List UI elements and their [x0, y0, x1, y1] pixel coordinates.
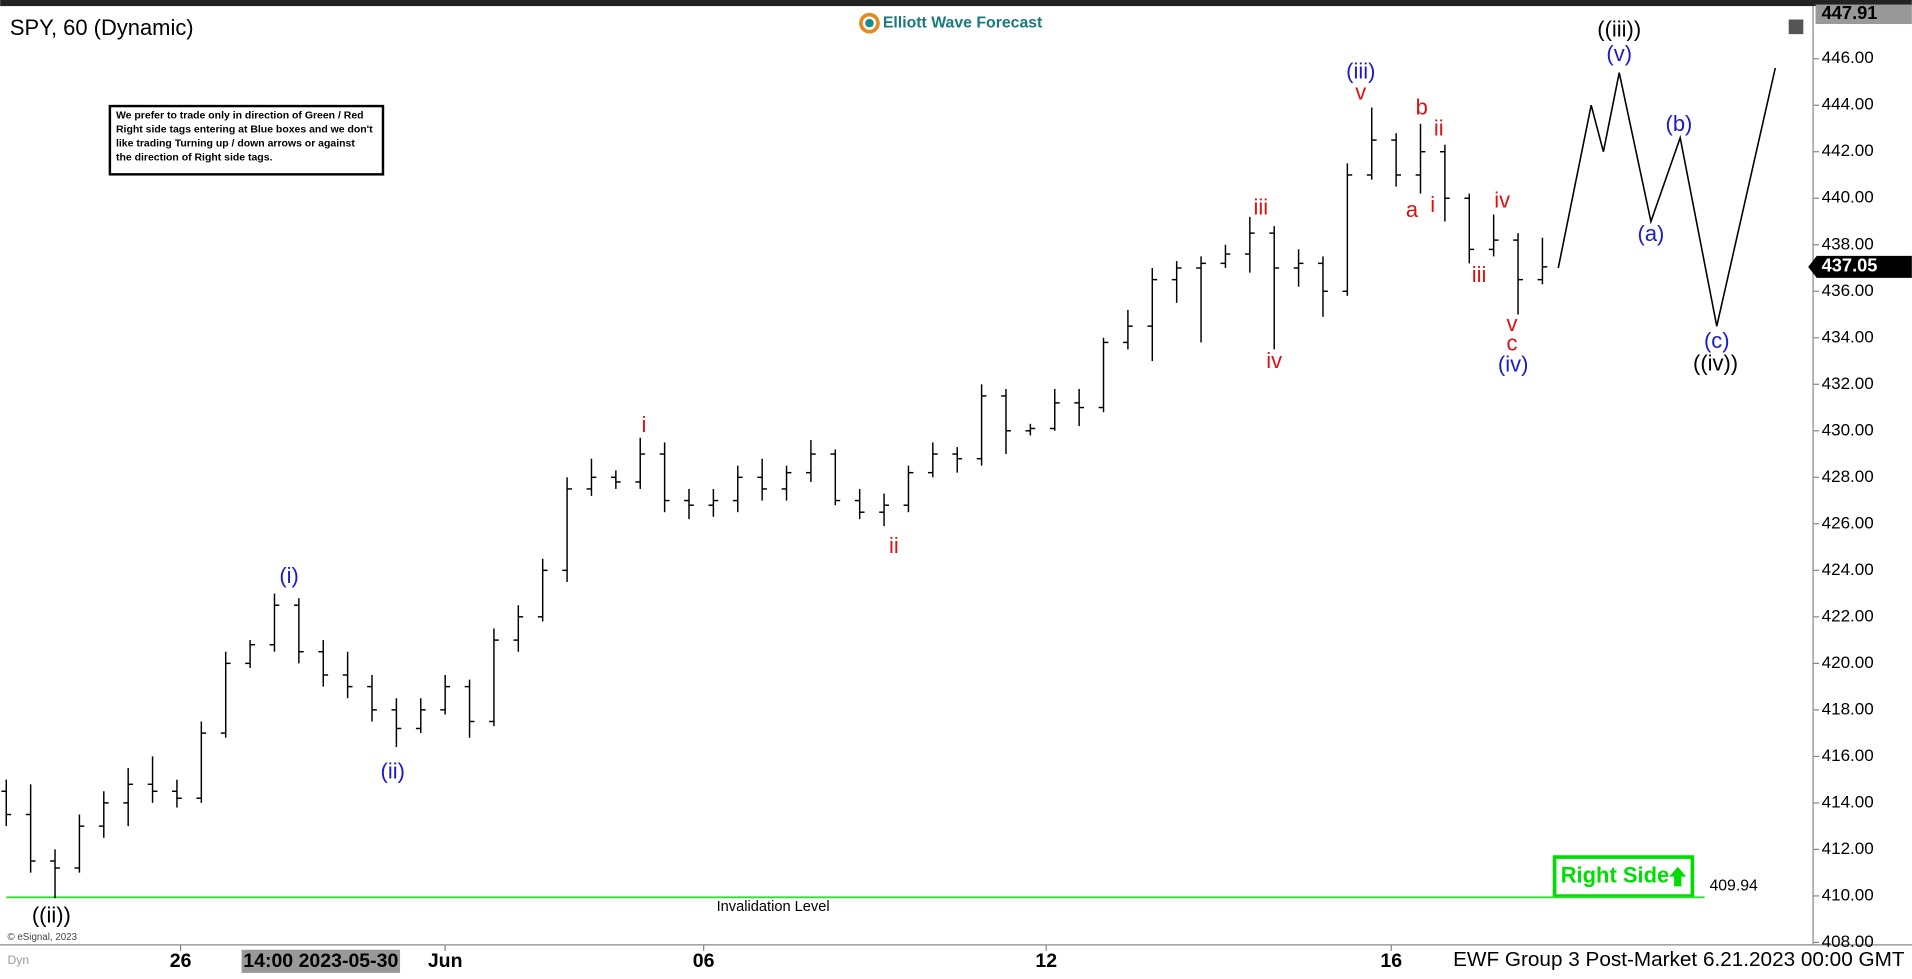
y-tick-label: 420.00	[1822, 653, 1874, 672]
y-tick-label: 444.00	[1822, 95, 1874, 114]
y-tick-label: 426.00	[1822, 513, 1874, 532]
y-tick-label: 418.00	[1822, 699, 1874, 718]
high-tag-box	[1815, 4, 1912, 25]
y-tick-label: 442.00	[1822, 141, 1874, 160]
y-tick-label: 424.00	[1822, 560, 1874, 579]
wave-label: b	[1416, 95, 1428, 120]
y-tick-label: 414.00	[1822, 792, 1874, 811]
note-line: like trading Turning up / down arrows or…	[116, 139, 355, 150]
wave-label: i	[641, 412, 646, 437]
wave-label: iv	[1266, 348, 1282, 373]
y-tick-label: 412.00	[1822, 839, 1874, 858]
x-tick-label: 12	[1035, 950, 1057, 972]
y-tick-label: 422.00	[1822, 606, 1874, 625]
wave-label: iii	[1253, 195, 1268, 220]
logo-text: Elliott Wave Forecast	[883, 14, 1043, 31]
logo-icon	[859, 12, 880, 34]
x-tick-label: 06	[693, 950, 715, 972]
cursor-time-label: 14:00 2023-05-30	[243, 950, 398, 972]
wave-label: (i)	[279, 563, 299, 588]
wave-label: iii	[1472, 262, 1487, 287]
y-tick-label: 408.00	[1822, 932, 1874, 951]
y-tick-label: 428.00	[1822, 467, 1874, 486]
wave-label: iv	[1494, 188, 1510, 213]
right-side-label: Right Side	[1561, 862, 1669, 887]
invalidation-label: Invalidation Level	[717, 899, 830, 915]
wave-label: ii	[1434, 115, 1444, 140]
wave-label: (v)	[1606, 41, 1632, 66]
note-line: Right side tags entering at Blue boxes a…	[116, 125, 373, 136]
y-tick-label: 410.00	[1822, 885, 1874, 904]
y-tick-label: 434.00	[1822, 327, 1874, 346]
window-icon	[1788, 19, 1804, 35]
y-tick-label: 438.00	[1822, 234, 1874, 253]
note-line: We prefer to trade only in direction of …	[116, 111, 364, 122]
logo-icon	[865, 18, 874, 28]
wave-label: (a)	[1638, 221, 1665, 246]
last-price-label: 437.05	[1822, 255, 1878, 276]
high-tag-label: 447.91	[1822, 2, 1878, 23]
wave-label: v	[1506, 311, 1517, 336]
note: We prefer to trade only in direction of …	[116, 111, 373, 164]
note-line: the direction of Right side tags.	[116, 153, 273, 164]
note-box	[108, 104, 385, 176]
wave-label: a	[1406, 197, 1419, 222]
y-tick-label: 440.00	[1822, 188, 1874, 207]
mode-label: Dyn	[7, 953, 29, 967]
projection-line	[1557, 67, 1777, 327]
wave-label: c	[1506, 331, 1517, 356]
chart-title: SPY, 60 (Dynamic)	[10, 15, 194, 40]
cursor-time-box	[241, 949, 401, 973]
wave-label: (ii)	[381, 758, 405, 783]
footer: EWF Group 3 Post-Market 6.21.2023 00:00 …	[1453, 948, 1905, 971]
wave-label: (iii)	[1346, 58, 1375, 83]
invalidation-value: 409.94	[1709, 878, 1758, 895]
y-tick-label: 436.00	[1822, 281, 1874, 300]
logo: Elliott Wave Forecast	[859, 12, 1043, 34]
wave-label: i	[1430, 192, 1435, 217]
wave-label: v	[1355, 79, 1366, 104]
y-tick-label: 432.00	[1822, 374, 1874, 393]
wave-label: ((iv))	[1693, 350, 1738, 375]
y-tick-label: 416.00	[1822, 746, 1874, 765]
wave-label: ii	[889, 533, 899, 558]
wave-label: ((iii))	[1597, 17, 1641, 42]
x-tick-label: Jun	[428, 950, 463, 972]
wave-label: ((ii))	[32, 903, 71, 928]
y-tick-label: 446.00	[1822, 48, 1874, 67]
x-tick-label: 26	[170, 950, 192, 972]
wave-label: (iv)	[1498, 351, 1528, 376]
top-bar	[0, 0, 1912, 7]
wave-label: (c)	[1704, 328, 1730, 353]
copyright: © eSignal, 2023	[7, 932, 77, 943]
wave-label: (b)	[1666, 111, 1693, 136]
x-tick-label: 16	[1380, 950, 1402, 972]
last-price-tag	[1808, 255, 1912, 278]
y-tick-label: 430.00	[1822, 420, 1874, 439]
